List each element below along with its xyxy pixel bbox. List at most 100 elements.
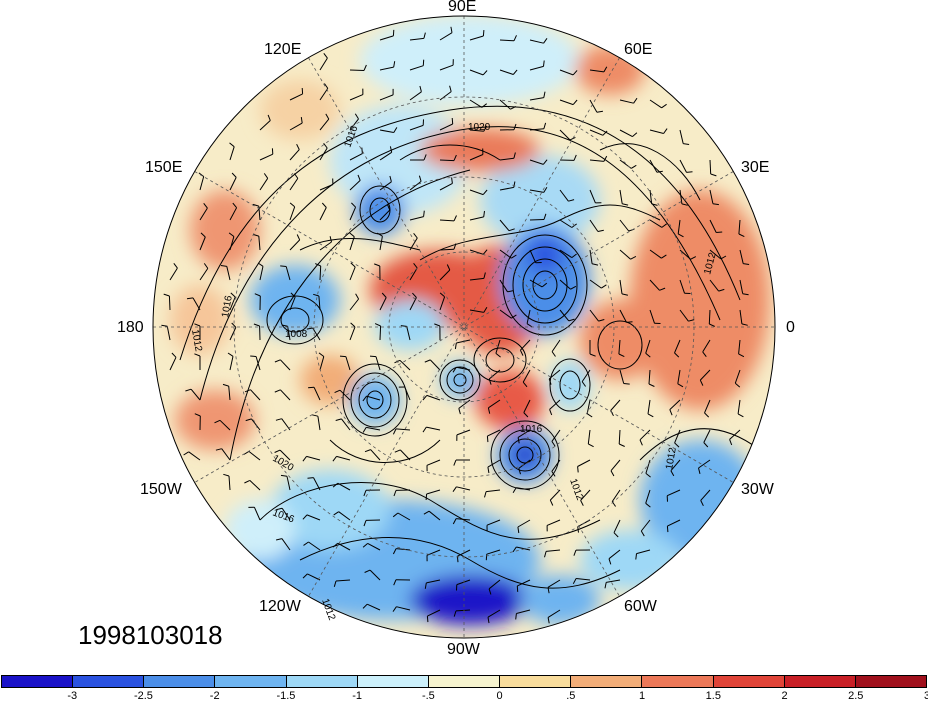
wind-barb <box>649 219 663 228</box>
wind-barb <box>708 309 711 325</box>
wind-barb-flag <box>386 204 391 211</box>
wind-barb-flag <box>622 203 629 206</box>
wind-barb <box>645 489 651 504</box>
wind-barb-flag <box>626 321 633 323</box>
polar-stereographic-map: 1016 1020 1016 1012 1012 1008 1020 1016 … <box>152 15 776 639</box>
wind-barb <box>529 128 544 131</box>
wind-barb <box>559 219 573 228</box>
wind-barb <box>645 339 651 354</box>
wind-barb-flag <box>250 355 257 357</box>
wind-barb-flag <box>482 30 485 37</box>
wind-barb <box>281 538 291 551</box>
wind-barb <box>229 177 237 191</box>
wind-barb <box>319 147 328 161</box>
wind-barb-flag <box>633 97 638 104</box>
wind-barb <box>666 489 681 497</box>
wind-barb-flag <box>544 551 547 558</box>
wind-barb-flag <box>203 263 209 269</box>
wind-barb-flag <box>275 418 282 421</box>
wind-barb <box>229 146 235 161</box>
wind-barb-flag <box>570 285 577 290</box>
wind-barb-flag <box>313 293 320 297</box>
wind-barb-flag <box>688 319 695 322</box>
wind-barb <box>517 579 531 587</box>
wind-barb-flag <box>451 117 454 125</box>
wind-barb-flag <box>223 473 230 477</box>
colorbar-segment <box>428 676 501 687</box>
wind-barb <box>250 389 261 401</box>
wind-barb-flag <box>231 322 237 328</box>
wind-barb <box>611 489 621 502</box>
wind-barb-flag <box>381 292 387 298</box>
wind-barb-flag <box>683 143 690 145</box>
wind-barb <box>549 399 561 410</box>
wind-barb-flag <box>661 223 668 228</box>
wind-barb-flag <box>364 569 371 573</box>
wind-barb <box>379 66 394 71</box>
wind-barb <box>546 519 561 526</box>
wind-barb-flag <box>332 482 339 488</box>
wind-barb <box>349 94 364 101</box>
wind-barb <box>587 429 591 444</box>
wind-barb <box>649 279 660 291</box>
wind-barb <box>409 267 418 281</box>
wind-barb <box>589 219 599 232</box>
wind-barb <box>319 88 329 101</box>
wind-barb-flag <box>422 426 427 433</box>
wind-barb-flag <box>580 500 584 506</box>
wind-barb <box>679 129 684 144</box>
wind-barb <box>516 487 531 491</box>
wind-barb-flag <box>362 543 369 548</box>
wind-barb-flag <box>423 510 430 515</box>
wind-barb-flag <box>648 383 655 387</box>
wind-barb <box>486 549 501 555</box>
wind-barb-flag <box>293 173 299 179</box>
wind-barb <box>409 37 424 41</box>
wind-barb <box>551 339 561 352</box>
wind-barb-flag <box>486 436 489 443</box>
wind-barb <box>306 455 321 461</box>
wind-barb-flag <box>280 474 288 477</box>
wind-barb <box>499 186 514 191</box>
wind-barb-flag <box>547 617 550 624</box>
lon-label-30e: 30E <box>741 159 770 176</box>
wind-barb <box>516 609 531 614</box>
wind-barb-flag <box>513 35 517 42</box>
wind-barb-flag <box>512 487 517 493</box>
wind-barb <box>280 359 291 371</box>
wind-barb-flag <box>302 456 307 462</box>
wind-barb-flag <box>588 443 594 448</box>
wind-barb-flag <box>449 85 452 92</box>
wind-barb <box>529 189 544 193</box>
wind-barb <box>349 118 359 131</box>
wind-barb-flag <box>198 172 204 177</box>
colorbar <box>1 675 927 688</box>
wind-barb <box>226 266 231 281</box>
wind-barb <box>439 296 446 311</box>
colorbar-tick-label: -2 <box>209 690 220 702</box>
wind-barb-flag <box>274 389 281 393</box>
wind-barb <box>399 359 411 371</box>
wind-barb <box>499 309 512 319</box>
wind-barb <box>199 176 205 191</box>
wind-barb <box>379 236 383 251</box>
wind-barb <box>409 65 424 71</box>
wind-barb <box>457 549 471 557</box>
wind-barb <box>549 489 561 501</box>
wind-barb <box>499 249 512 259</box>
wind-barb-flag <box>389 175 392 182</box>
wind-barb-flag <box>487 407 491 414</box>
wind-barb <box>499 279 508 293</box>
wind-barb-flag <box>702 351 707 358</box>
wind-barb-flag <box>392 548 397 555</box>
wind-barb <box>396 548 411 551</box>
wind-barb <box>455 609 471 612</box>
wind-barb <box>610 399 621 411</box>
wind-barb-flag <box>699 379 704 386</box>
wind-barb-flag <box>392 512 399 518</box>
wind-barb <box>337 542 351 551</box>
wind-barb-flag <box>252 203 259 207</box>
wind-barb-flag <box>645 502 651 508</box>
wind-barb-flag <box>508 228 515 232</box>
wind-barb <box>370 449 381 461</box>
